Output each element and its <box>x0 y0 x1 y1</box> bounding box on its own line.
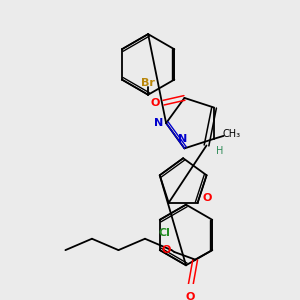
Text: Br: Br <box>141 78 155 88</box>
Text: O: O <box>161 245 170 255</box>
Text: N: N <box>178 134 187 144</box>
Text: CH₃: CH₃ <box>222 129 240 139</box>
Text: N: N <box>154 118 163 128</box>
Text: H: H <box>216 146 224 156</box>
Text: O: O <box>150 98 160 108</box>
Text: O: O <box>186 292 195 300</box>
Text: Cl: Cl <box>158 228 170 238</box>
Text: O: O <box>202 193 212 203</box>
